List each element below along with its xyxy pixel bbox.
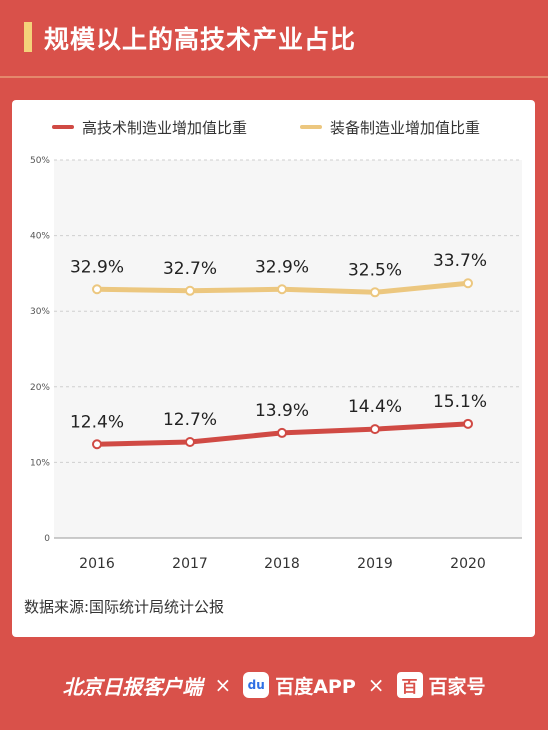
data-point-series2 — [370, 287, 380, 298]
legend-item-series1: 高技术制造业增加值比重 — [52, 116, 247, 138]
x-tick-label: 2017 — [172, 556, 208, 572]
data-label-series1: 12.7% — [163, 410, 217, 430]
x-tick-label: 2019 — [357, 556, 393, 572]
data-point-series1 — [370, 424, 380, 435]
data-label-series1: 12.4% — [70, 412, 124, 432]
data-label-series2: 32.5% — [348, 260, 402, 280]
data-point-series2 — [277, 284, 287, 295]
legend-label-series1: 高技术制造业增加值比重 — [82, 118, 248, 137]
legend-label-series2: 装备制造业增加值比重 — [330, 118, 481, 137]
brand-baidu-app: 百度APP — [275, 675, 356, 698]
title-accent-bar — [24, 22, 32, 52]
legend-swatch-series2 — [300, 125, 322, 129]
plot-background — [54, 160, 522, 538]
y-tick-label: 40% — [30, 232, 50, 242]
brand-beijing-daily: 北京日报客户端 — [62, 674, 203, 699]
data-point-series1 — [277, 427, 287, 438]
page-title: 规模以上的高技术产业占比 — [44, 25, 357, 54]
y-tick-label: 30% — [30, 307, 50, 317]
y-tick-label: 0 — [44, 534, 50, 544]
data-label-series2: 32.7% — [163, 259, 217, 279]
data-label-series1: 15.1% — [433, 392, 487, 412]
y-tick-label: 10% — [30, 458, 50, 468]
y-tick-label: 20% — [30, 383, 50, 393]
data-point-series1 — [92, 439, 102, 450]
legend-swatch-series1 — [52, 125, 74, 129]
legend-item-series2: 装备制造业增加值比重 — [300, 116, 480, 138]
data-label-series1: 14.4% — [348, 397, 402, 417]
separator-times-1: × — [214, 673, 232, 697]
data-label-series1: 13.9% — [255, 401, 309, 421]
data-label-series2: 32.9% — [255, 257, 309, 277]
data-label-series2: 32.9% — [70, 257, 124, 277]
separator-times-2: × — [367, 673, 385, 697]
footer: 北京日报客户端 × du 百度APP × 百 百家号 — [0, 660, 548, 710]
header: 规模以上的高技术产业占比 — [0, 0, 548, 78]
data-point-series2 — [185, 285, 195, 296]
x-tick-label: 2016 — [79, 556, 115, 572]
data-point-series2 — [92, 284, 102, 295]
title-divider — [0, 76, 548, 78]
data-point-series1 — [463, 418, 473, 429]
data-point-series2 — [463, 278, 473, 289]
x-tick-label: 2020 — [450, 556, 486, 572]
data-label-series2: 33.7% — [433, 251, 487, 271]
brand-baijiahao: 百家号 — [428, 675, 486, 698]
data-point-series1 — [185, 436, 195, 447]
x-tick-label: 2018 — [264, 556, 300, 572]
baidu-paw-icon: du — [243, 672, 270, 698]
source-note: 数据来源:国际统计局统计公报 — [24, 598, 225, 616]
y-tick-label: 50% — [30, 156, 50, 166]
baijiahao-icon: 百 — [396, 672, 423, 698]
